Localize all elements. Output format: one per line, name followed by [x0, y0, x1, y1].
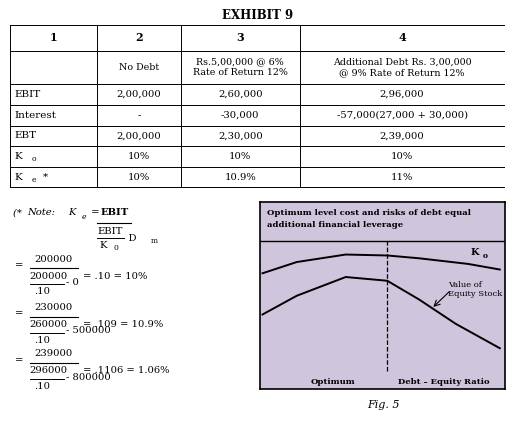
Text: Additional Debt Rs. 3,00,000
@ 9% Rate of Return 12%: Additional Debt Rs. 3,00,000 @ 9% Rate o…	[333, 58, 471, 77]
Text: 2,30,000: 2,30,000	[218, 131, 263, 140]
Text: .10: .10	[35, 287, 50, 296]
Text: EXHIBIT 9: EXHIBIT 9	[222, 9, 293, 22]
Text: -57,000(27,000 + 30,000): -57,000(27,000 + 30,000)	[336, 111, 468, 120]
Text: 200000: 200000	[30, 272, 68, 280]
Text: K: K	[14, 152, 22, 161]
Text: K: K	[14, 173, 22, 181]
Text: = .1106 = 1.06%: = .1106 = 1.06%	[83, 366, 169, 375]
Text: 239000: 239000	[35, 349, 73, 358]
Text: Interest: Interest	[14, 111, 56, 120]
Text: 3: 3	[236, 32, 244, 43]
Text: = .109 = 10.9%: = .109 = 10.9%	[83, 320, 163, 329]
Text: =: =	[15, 356, 24, 365]
Text: 10%: 10%	[128, 152, 150, 161]
Text: = .10 = 10%: = .10 = 10%	[83, 272, 147, 280]
Text: e: e	[32, 176, 37, 184]
Text: (*: (*	[13, 208, 25, 217]
Text: K: K	[471, 248, 479, 257]
Text: - D: - D	[122, 234, 136, 242]
Text: Note:: Note:	[27, 208, 55, 217]
Text: *: *	[42, 173, 47, 181]
Text: EBIT: EBIT	[14, 90, 41, 99]
Text: 2: 2	[135, 32, 143, 43]
Text: EBIT: EBIT	[100, 208, 129, 217]
Text: 10%: 10%	[128, 173, 150, 181]
Text: EBT: EBT	[14, 131, 37, 140]
Text: 2,39,000: 2,39,000	[380, 131, 424, 140]
Text: additional financial leverage: additional financial leverage	[267, 221, 404, 229]
Text: .10: .10	[35, 336, 50, 345]
Text: 11%: 11%	[391, 173, 414, 181]
Text: =: =	[15, 309, 24, 318]
Text: -: -	[137, 111, 141, 120]
Text: 200000: 200000	[35, 255, 73, 264]
Text: 10%: 10%	[391, 152, 413, 161]
Text: o: o	[32, 155, 37, 163]
Text: 2,00,000: 2,00,000	[116, 90, 161, 99]
Text: Value of: Value of	[449, 280, 483, 288]
Text: 260000: 260000	[30, 320, 68, 329]
Text: - 500000: - 500000	[66, 326, 111, 335]
Text: No Debt: No Debt	[119, 63, 159, 72]
Text: 1: 1	[50, 32, 57, 43]
Text: 230000: 230000	[35, 303, 73, 312]
Text: 2,60,000: 2,60,000	[218, 90, 263, 99]
Text: e: e	[82, 213, 86, 221]
Text: EBIT: EBIT	[97, 227, 123, 236]
Text: 4: 4	[398, 32, 406, 43]
Text: .10: .10	[35, 382, 50, 391]
Text: -30,000: -30,000	[221, 111, 260, 120]
Text: =: =	[15, 261, 24, 270]
Text: 0: 0	[113, 244, 118, 252]
Text: Fig. 5: Fig. 5	[367, 400, 400, 410]
Text: Equity Stock: Equity Stock	[449, 290, 503, 298]
Text: Optimum level cost and risks of debt equal: Optimum level cost and risks of debt equ…	[267, 209, 471, 217]
Text: 2,96,000: 2,96,000	[380, 90, 424, 99]
Text: - 800000: - 800000	[66, 373, 111, 381]
Text: - 0: - 0	[66, 278, 79, 287]
Text: 10%: 10%	[229, 152, 251, 161]
Text: 296000: 296000	[30, 366, 68, 375]
Text: 10.9%: 10.9%	[225, 173, 256, 181]
Text: 2,00,000: 2,00,000	[116, 131, 161, 140]
Text: Rs.5,00,000 @ 6%
Rate of Return 12%: Rs.5,00,000 @ 6% Rate of Return 12%	[193, 58, 288, 77]
Text: =: =	[88, 208, 99, 217]
Text: K: K	[68, 208, 76, 217]
Text: m: m	[151, 237, 158, 245]
Text: o: o	[483, 253, 488, 261]
Text: Optimum: Optimum	[311, 378, 356, 386]
Text: Debt – Equity Ratio: Debt – Equity Ratio	[398, 378, 489, 386]
Text: K: K	[100, 241, 107, 250]
